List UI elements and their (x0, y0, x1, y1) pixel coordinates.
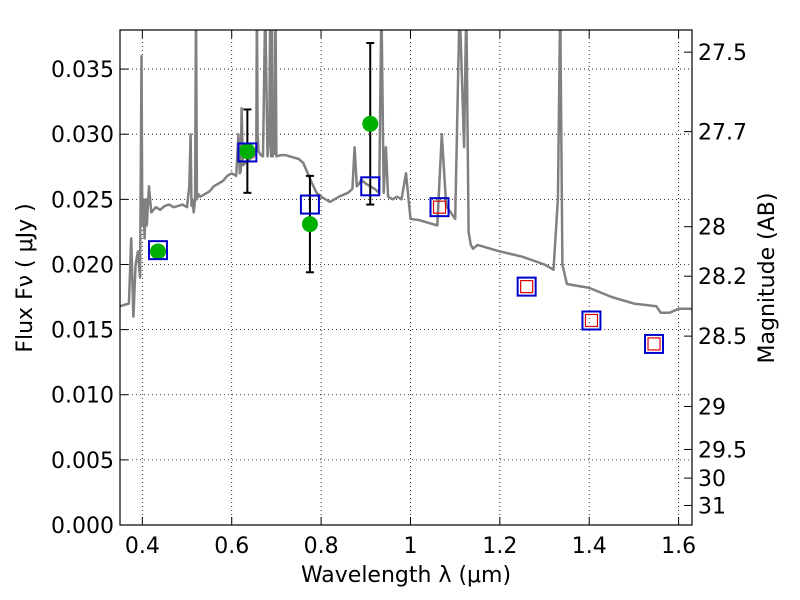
y-axis-right-label: Magnitude (AB) (755, 193, 780, 364)
x-tick-label: 1.2 (482, 534, 517, 559)
observed-flux-point (149, 243, 166, 260)
y-tick-label: 0.035 (51, 58, 114, 83)
right-tick-label: 29.5 (698, 438, 747, 463)
x-axis-label: Wavelength λ (μm) (301, 563, 511, 588)
model-flux-square (360, 176, 381, 197)
model-flux-inner-square (584, 313, 599, 328)
model-flux-square (429, 197, 450, 218)
x-tick-label: 1.6 (661, 534, 696, 559)
y-tick-label: 0.015 (51, 319, 114, 344)
y-tick-label: 0.010 (51, 384, 114, 409)
right-tick-label: 28.2 (698, 265, 747, 290)
grid (120, 30, 692, 526)
x-tick-label: 0.8 (304, 534, 339, 559)
observed-flux-point (301, 216, 318, 233)
model-flux-square (581, 310, 602, 331)
sed-model-line (120, 30, 692, 318)
right-tick-label: 27.7 (698, 121, 747, 146)
observed-flux-point (362, 115, 379, 132)
right-tick-label: 31 (698, 494, 726, 519)
model-flux-square (644, 333, 665, 354)
tick-labels: 0.4 0.6 0.8 1 1.2 1.4 1.6 0.000 0.005 0.010 0.015 0… (51, 41, 747, 559)
model-flux-inner-square (647, 337, 661, 351)
x-tick-label: 1 (403, 534, 417, 559)
markers (147, 115, 665, 354)
y-tick-label: 0.025 (51, 188, 114, 213)
right-tick-label: 28.5 (698, 325, 747, 350)
model-flux-square (147, 240, 168, 261)
x-tick-label: 1.4 (572, 534, 607, 559)
model-flux-square (299, 194, 320, 215)
model-flux-inner-square (432, 200, 447, 214)
x-tick-label: 0.4 (125, 534, 160, 559)
right-tick-label: 28 (698, 216, 726, 241)
y-axis-label: Flux Fν ( μJy ) (13, 203, 38, 352)
right-tick-label: 29 (698, 395, 726, 420)
y-tick-label: 0.030 (51, 123, 114, 148)
right-tick-label: 30 (698, 467, 726, 492)
model-flux-square (237, 142, 258, 163)
y-tick-label: 0.020 (51, 253, 114, 278)
model-flux-square (516, 276, 537, 297)
ticks (120, 30, 692, 526)
x-tick-label: 0.6 (214, 534, 249, 559)
sed-model-layer (120, 30, 692, 318)
right-tick-label: 27.5 (698, 41, 747, 66)
y-tick-label: 0.000 (51, 514, 114, 539)
plot-frame (119, 29, 693, 526)
y-tick-label: 0.005 (51, 449, 114, 474)
model-flux-inner-square (520, 280, 534, 294)
observed-flux-point (239, 143, 256, 160)
